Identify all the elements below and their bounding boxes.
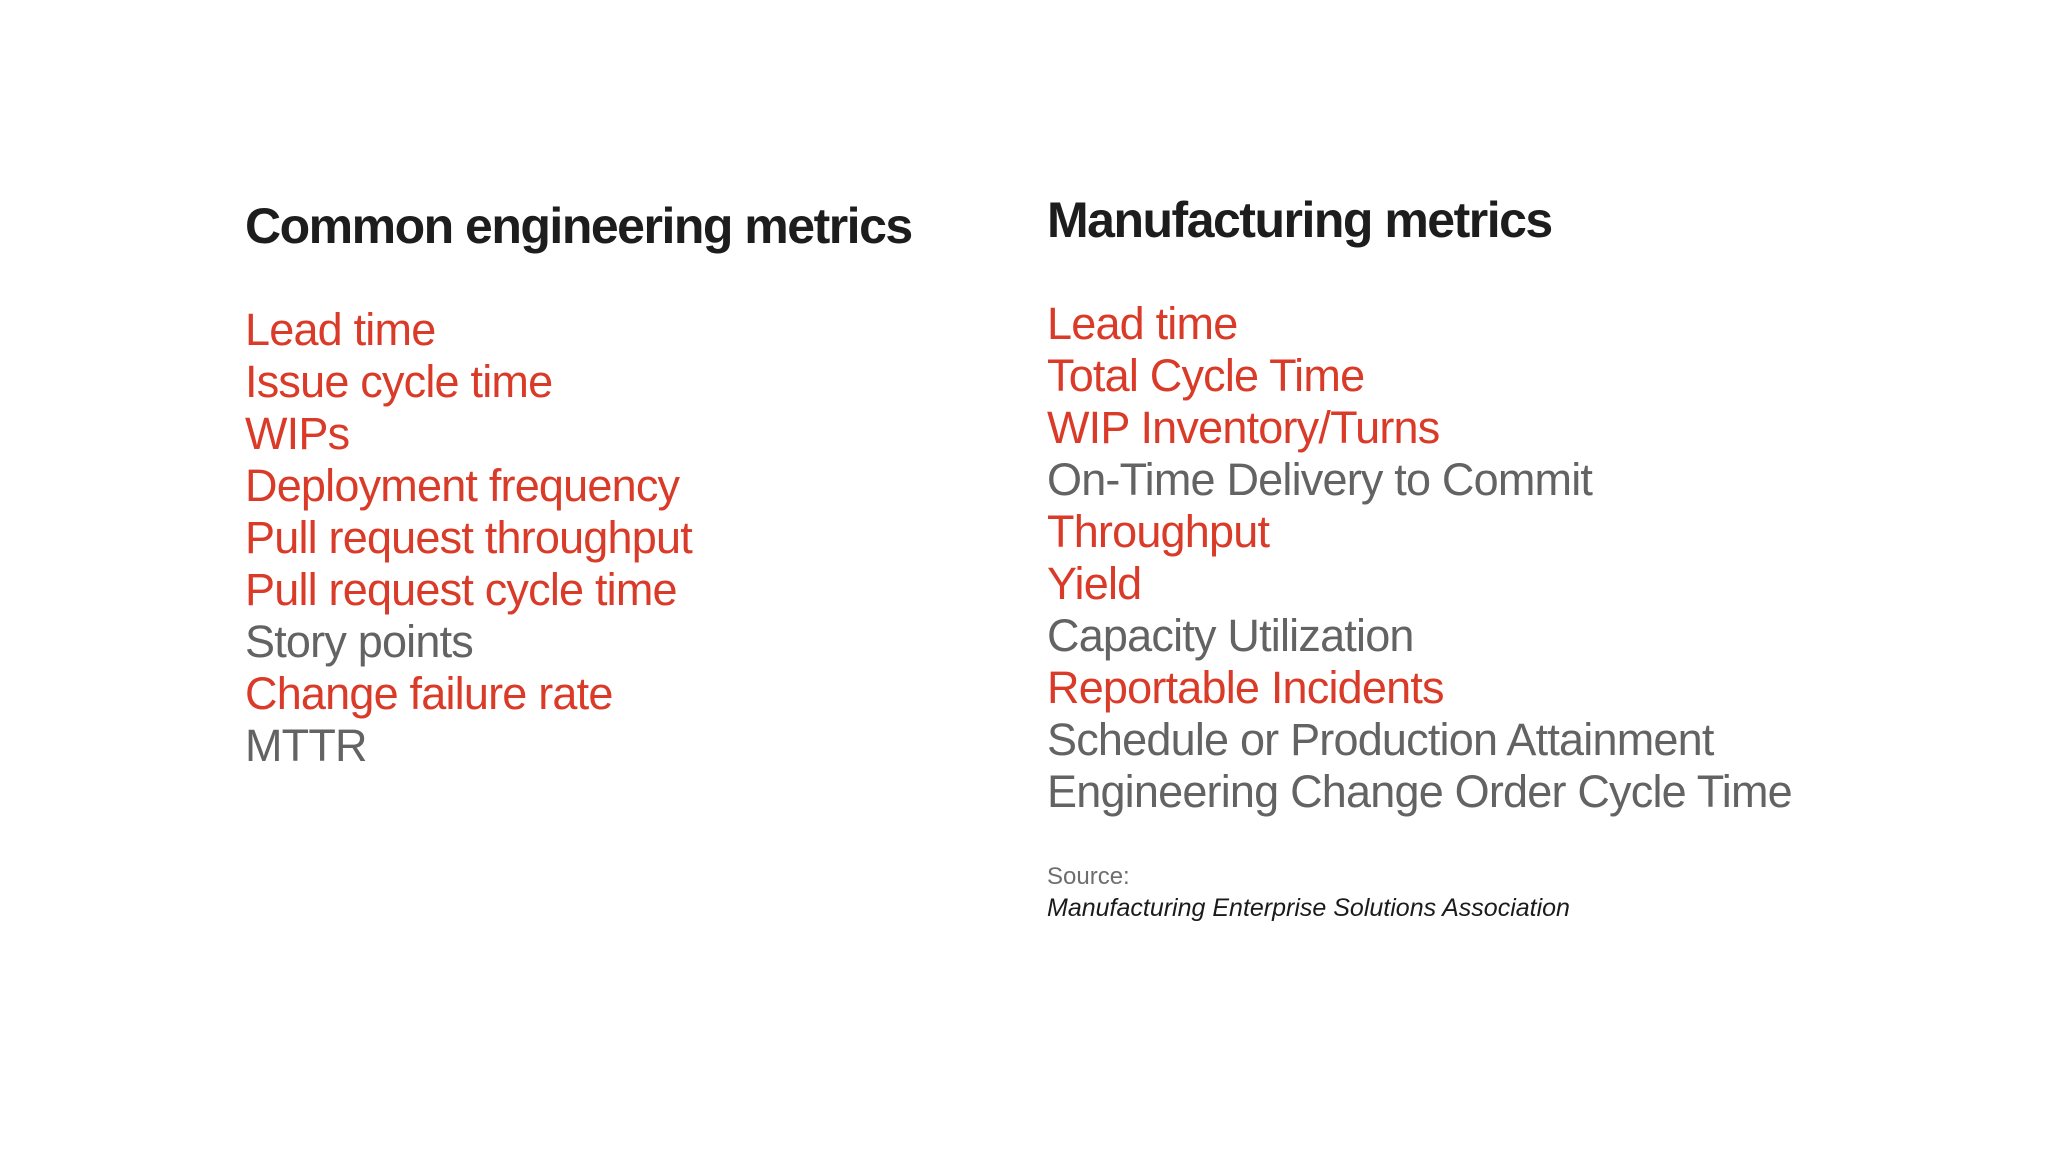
metric-item: Change failure rate bbox=[245, 668, 613, 719]
engineering-metrics-list: Lead time Issue cycle time WIPs Deployme… bbox=[245, 304, 1005, 772]
metric-item: WIPs bbox=[245, 408, 350, 459]
metric-item: Issue cycle time bbox=[245, 356, 553, 407]
metric-item: Lead time bbox=[245, 304, 436, 355]
metric-item: Pull request cycle time bbox=[245, 564, 678, 615]
source-name: Manufacturing Enterprise Solutions Assoc… bbox=[1047, 894, 1570, 922]
metric-item: WIP Inventory/Turns bbox=[1047, 402, 1440, 453]
metric-item: Capacity Utilization bbox=[1047, 610, 1414, 661]
engineering-metrics-column: Common engineering metrics Lead time Iss… bbox=[245, 196, 1005, 772]
metric-item: Engineering Change Order Cycle Time bbox=[1047, 766, 1793, 817]
source-label: Source: bbox=[1047, 863, 1130, 890]
metric-item: MTTR bbox=[245, 720, 368, 771]
engineering-metrics-title: Common engineering metrics bbox=[245, 198, 913, 254]
manufacturing-metrics-column: Manufacturing metrics Lead time Total Cy… bbox=[1047, 190, 1927, 924]
manufacturing-metrics-list: Lead time Total Cycle Time WIP Inventory… bbox=[1047, 298, 1927, 818]
metric-item: Pull request throughput bbox=[245, 512, 693, 563]
metric-item: Reportable Incidents bbox=[1047, 662, 1445, 713]
metric-item: On-Time Delivery to Commit bbox=[1047, 454, 1593, 505]
metric-item: Throughput bbox=[1047, 506, 1270, 557]
manufacturing-metrics-title: Manufacturing metrics bbox=[1047, 192, 1553, 248]
metric-item: Deployment frequency bbox=[245, 460, 680, 511]
metric-item: Story points bbox=[245, 616, 474, 667]
metric-item: Lead time bbox=[1047, 298, 1238, 349]
metric-item: Schedule or Production Attainment bbox=[1047, 714, 1714, 765]
metric-item: Yield bbox=[1047, 558, 1142, 609]
source-note: Source: Manufacturing Enterprise Solutio… bbox=[1047, 862, 1927, 924]
metric-item: Total Cycle Time bbox=[1047, 350, 1365, 401]
